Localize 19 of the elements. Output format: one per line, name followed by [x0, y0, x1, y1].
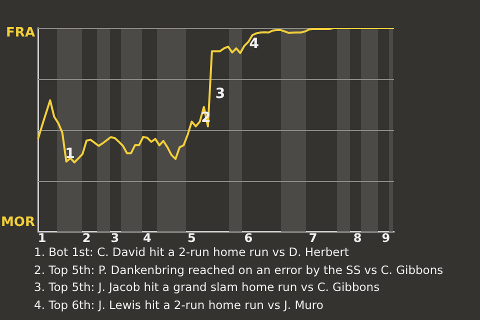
text: MOR: [1, 214, 35, 230]
text: 1. Bot 1st: C. David hit a 2-run home run vs D. Herbert: [34, 244, 350, 261]
text: 3. Top 5th: J. Jacob hit a grand slam home run vs C. Gibbons: [34, 279, 381, 296]
text: 4. Top 6th: J. Lewis hit a 2-run home run vs J. Muro: [34, 296, 324, 314]
text: FRA: [6, 25, 35, 40]
annotation: 3: [215, 86, 226, 102]
x-tick-label: 3: [110, 230, 120, 245]
x-tick-label: 5: [188, 230, 196, 245]
x-tick-label: 9: [382, 230, 390, 245]
annotation: 2: [201, 110, 211, 126]
text: 2. Top 5th: P. Dankenbring reached on an error by the SS vs C. Gibbons: [34, 262, 444, 278]
x-tick-label: 7: [308, 230, 318, 245]
annotation: 1: [65, 146, 75, 162]
x-tick-label: 2: [82, 230, 91, 245]
x-tick-label: 6: [244, 230, 253, 245]
annotation: 4: [249, 36, 260, 52]
x-tick-label: 4: [143, 230, 152, 245]
x-tick-label: 8: [353, 230, 362, 245]
x-tick-label: 1: [38, 230, 46, 245]
